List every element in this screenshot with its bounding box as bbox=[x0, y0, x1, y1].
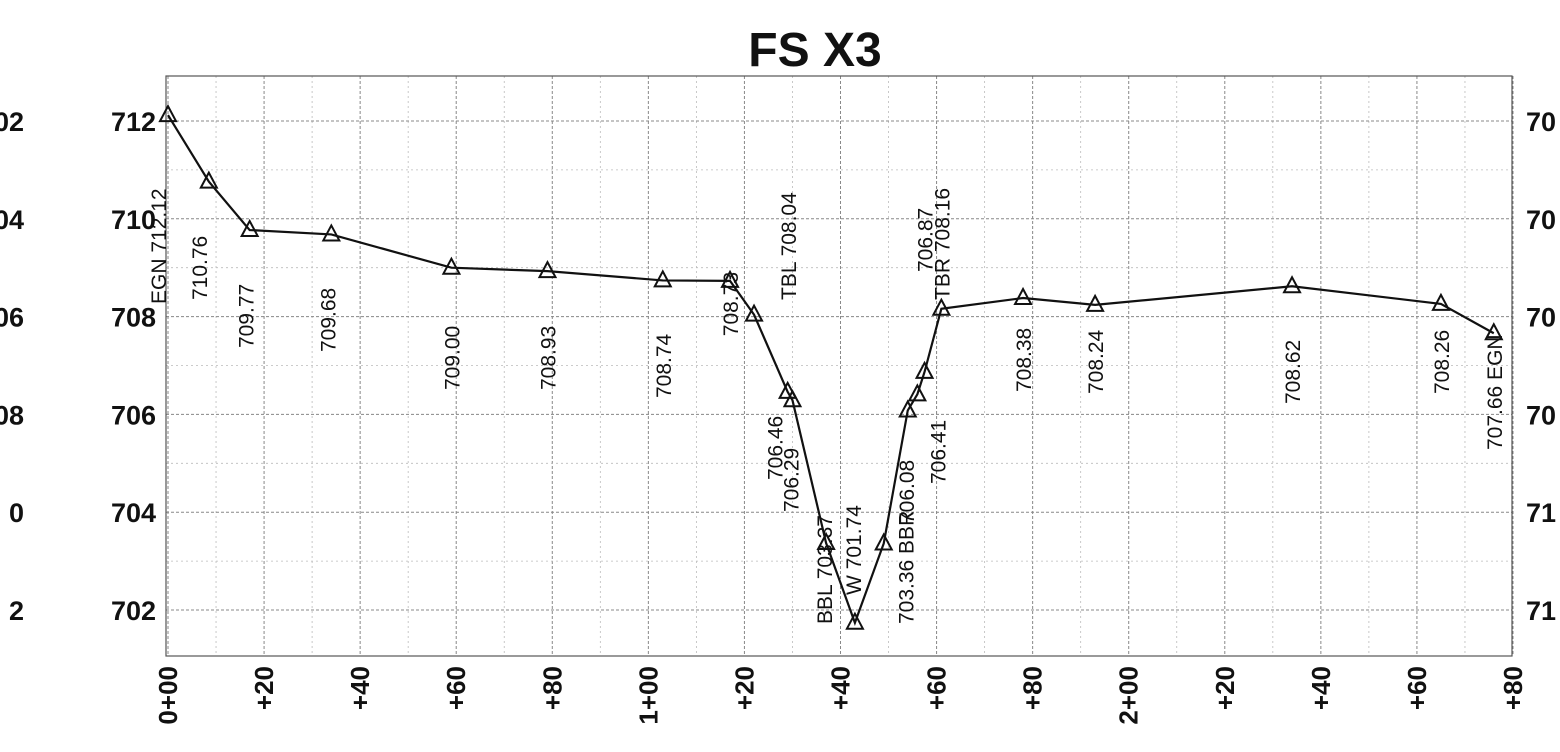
x-tick-label: +80 bbox=[537, 666, 567, 710]
data-point-label: 710.76 bbox=[189, 236, 212, 300]
data-point-marker bbox=[782, 389, 803, 408]
data-point-marker bbox=[537, 259, 558, 279]
data-point-marker bbox=[1431, 292, 1451, 311]
data-point-label: 709.77 bbox=[236, 284, 259, 348]
y-tick-label: 710 bbox=[111, 205, 156, 235]
data-point-marker bbox=[158, 104, 178, 123]
data-point-marker bbox=[1013, 286, 1033, 306]
data-point-marker bbox=[777, 380, 798, 399]
y-tick-label-right-cropped: 70 bbox=[1526, 400, 1556, 430]
data-point-label: 709.00 bbox=[441, 326, 464, 390]
y-tick-label: 704 bbox=[111, 498, 156, 528]
data-point-label: 706.46 bbox=[765, 416, 788, 480]
data-point-marker bbox=[653, 269, 673, 288]
y-tick-label-left-cropped: 2 bbox=[9, 596, 24, 626]
data-point-label: 706.08 bbox=[896, 460, 919, 524]
grid bbox=[166, 76, 1514, 656]
x-tick-label: 0+00 bbox=[153, 666, 183, 725]
data-point-marker bbox=[1282, 275, 1302, 294]
x-tick-label: +40 bbox=[345, 666, 375, 710]
data-point-marker bbox=[744, 303, 764, 322]
y-tick-label: 712 bbox=[111, 107, 156, 137]
x-tick-label: +80 bbox=[1018, 666, 1048, 710]
x-tick-label: +60 bbox=[441, 666, 471, 710]
data-point-marker bbox=[321, 223, 341, 242]
y-tick-label-right-cropped: 71 bbox=[1526, 498, 1556, 528]
data-point-marker bbox=[1085, 293, 1105, 312]
data-point-label: 708.93 bbox=[537, 326, 560, 390]
y-tick-label-left-cropped: 06 bbox=[0, 303, 24, 333]
y-tick-label-left-cropped: 04 bbox=[0, 205, 24, 235]
data-point-label: BBL 703.37 bbox=[814, 515, 837, 624]
data-point-label: 708.73 bbox=[720, 272, 743, 336]
x-tick-label: +20 bbox=[729, 666, 759, 710]
data-point-marker bbox=[199, 170, 219, 189]
data-point-label: 707.66 EGN bbox=[1484, 334, 1507, 450]
x-tick-label: 2+00 bbox=[1114, 666, 1144, 725]
data-point-label: 708.24 bbox=[1085, 329, 1108, 394]
data-point-label: 706.87 bbox=[915, 208, 938, 272]
data-point-label: 708.38 bbox=[1013, 328, 1036, 392]
point-labels: EGN 712.12 710.76 709.77 709.68 709.00 708.93… bbox=[148, 188, 1507, 624]
data-point-marker bbox=[845, 611, 865, 630]
data-point-marker bbox=[931, 297, 952, 316]
data-point-marker bbox=[816, 531, 836, 551]
data-point-marker bbox=[441, 256, 462, 275]
y-tick-label-right-cropped: 70 bbox=[1526, 107, 1556, 137]
y-tick-label-left-cropped: 0 bbox=[9, 498, 24, 528]
y-tick-label-right-cropped: 70 bbox=[1526, 303, 1556, 333]
x-tick-label: +60 bbox=[922, 666, 952, 710]
data-point-label: 708.74 bbox=[653, 333, 676, 398]
data-point-marker bbox=[720, 269, 740, 288]
data-point-label: 708.26 bbox=[1431, 330, 1454, 394]
data-point-marker bbox=[907, 383, 928, 402]
data-point-marker bbox=[239, 218, 260, 238]
data-point-label: TBR 708.16 bbox=[931, 188, 954, 300]
data-point-label: 703.36 BBR bbox=[896, 511, 919, 624]
data-point-label: W 701.74 bbox=[843, 505, 866, 595]
x-tick-label: +60 bbox=[1402, 666, 1432, 710]
plot-frame bbox=[165, 75, 1513, 657]
data-point-label: TBL 708.04 bbox=[778, 192, 801, 300]
series-line bbox=[167, 114, 1495, 626]
data-point-marker bbox=[1484, 322, 1504, 341]
x-tick-label: +40 bbox=[826, 666, 856, 710]
x-tick-label: +20 bbox=[1210, 666, 1240, 710]
y-axis-ticks: 702 2 71 704 0 71 706 08 70 708 06 70 710 04 70 712 02 70 bbox=[0, 107, 1556, 626]
y-tick-label: 706 bbox=[111, 400, 156, 430]
data-point-label: 706.41 bbox=[927, 420, 950, 484]
data-point-label: 708.62 bbox=[1282, 340, 1305, 404]
data-point-label: 706.29 bbox=[780, 448, 803, 512]
data-point-marker bbox=[898, 399, 918, 418]
y-tick-label-left-cropped: 02 bbox=[0, 107, 24, 137]
series-elevation bbox=[158, 104, 1504, 630]
x-tick-label: +20 bbox=[249, 666, 279, 710]
chart-title: FS X3 bbox=[748, 24, 881, 77]
y-tick-label-right-cropped: 71 bbox=[1526, 596, 1556, 626]
y-tick-label-left-cropped: 08 bbox=[0, 400, 24, 430]
y-tick-label-right-cropped: 70 bbox=[1526, 205, 1556, 235]
x-tick-label: 1+00 bbox=[633, 666, 663, 725]
data-point-marker bbox=[874, 532, 894, 551]
x-tick-label: +40 bbox=[1306, 666, 1336, 710]
y-tick-label: 708 bbox=[111, 303, 156, 333]
x-axis-ticks: 0+00 +20 +40 +60 +80 1+00 +20 +40 +60 +80 2+00 +20 +… bbox=[153, 666, 1528, 725]
data-point-label: 709.68 bbox=[317, 288, 340, 352]
data-point-label: EGN 712.12 bbox=[148, 188, 171, 304]
x-tick-label: +80 bbox=[1498, 666, 1528, 710]
data-point-marker bbox=[914, 360, 935, 379]
y-tick-label: 702 bbox=[111, 596, 156, 626]
